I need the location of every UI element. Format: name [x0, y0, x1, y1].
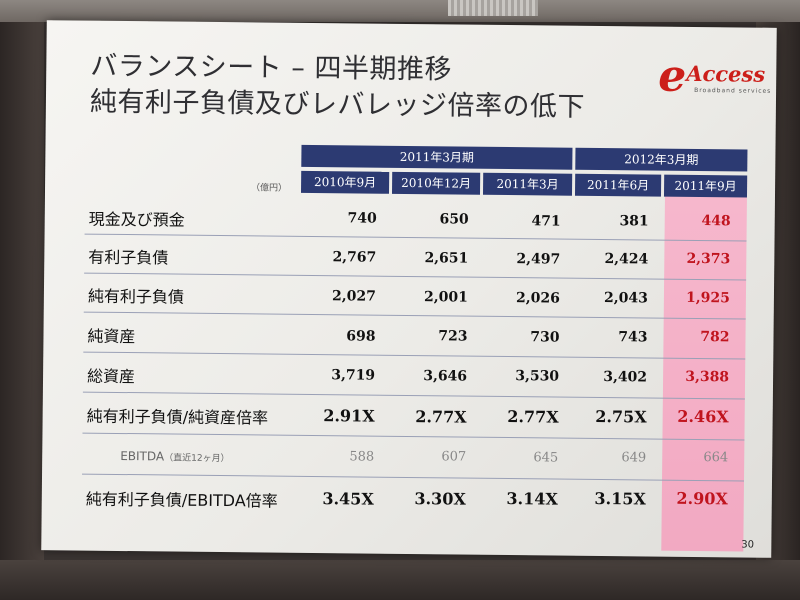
- table-cell: 740: [347, 210, 377, 227]
- row-label: 純有利子負債: [87, 286, 185, 307]
- table-cell: 2,001: [423, 289, 468, 306]
- table-cell: 698: [346, 328, 376, 345]
- logo-mark: e: [657, 50, 687, 102]
- row-label: 純有利子負債/EBITDA倍率: [85, 489, 278, 511]
- table-cell: 2,424: [604, 251, 649, 268]
- column-header: 2010年12月: [391, 171, 481, 195]
- table-cell: 3,719: [331, 367, 376, 384]
- row-divider: [83, 351, 746, 360]
- table-cell: 2,373: [686, 250, 731, 268]
- projected-slide: バランスシート – 四半期推移 純有利子負債及びレバレッジ倍率の低下 e Acc…: [41, 20, 777, 558]
- table-cell: 471: [531, 213, 561, 230]
- table-cell: 3,402: [603, 369, 648, 386]
- wall-left: [0, 22, 44, 600]
- row-divider: [84, 272, 747, 281]
- table-cell: 3.15X: [594, 488, 646, 509]
- row-divider: [82, 391, 745, 400]
- ceiling-vent: [448, 0, 538, 16]
- row-label: 有利子負債: [88, 247, 169, 268]
- table-cell: 2.91X: [323, 406, 375, 426]
- row-label-ebitda: EBITDA（直近12ヶ月）: [120, 449, 230, 464]
- row-divider: [84, 233, 747, 242]
- row-label: EBITDA: [120, 448, 165, 464]
- table-cell: 2.77X: [507, 407, 559, 427]
- row-label: 現金及び預金: [88, 209, 185, 230]
- table-cell: 649: [621, 450, 647, 466]
- unit-label: （億円）: [250, 183, 288, 194]
- table-cell: 2,767: [332, 249, 377, 266]
- table-cell: 650: [439, 211, 469, 228]
- table-cell: 588: [349, 449, 375, 465]
- table-cell: 2.75X: [595, 406, 647, 427]
- table-cell: 723: [438, 328, 468, 345]
- period-group-header: 2012年3月期: [575, 147, 748, 172]
- table-cell: 3,388: [685, 368, 730, 386]
- title-line-2: 純有利子負債及びレバレッジ倍率の低下: [89, 86, 586, 123]
- table-cell: 2,651: [424, 250, 469, 267]
- column-header: 2011年6月: [574, 173, 662, 197]
- table-cell: 2,027: [331, 288, 377, 305]
- table-cell: 2.90X: [676, 488, 728, 509]
- table-cell: 381: [619, 213, 649, 230]
- row-label: 純有利子負債/純資産倍率: [86, 406, 269, 428]
- period-group-header: 2011年3月期: [301, 144, 573, 170]
- slide-title: バランスシート – 四半期推移 純有利子負債及びレバレッジ倍率の低下: [90, 49, 586, 126]
- row-label: 純資産: [87, 326, 136, 347]
- column-header: 2011年3月: [482, 172, 573, 196]
- row-divider: [82, 432, 745, 441]
- eaccess-logo: e Access Broadband services: [658, 51, 771, 102]
- table-cell: 782: [700, 329, 730, 346]
- table-cell: 645: [533, 450, 559, 466]
- table-cell: 2,497: [516, 251, 561, 268]
- row-sublabel: （直近12ヶ月）: [164, 453, 230, 465]
- title-line-1: バランスシート – 四半期推移: [90, 50, 453, 86]
- table-cell: 3,646: [423, 368, 468, 385]
- page-number: 30: [741, 539, 755, 551]
- table-cell: 730: [530, 329, 560, 346]
- ceiling: [0, 0, 800, 22]
- floor: [0, 560, 800, 600]
- column-header: 2010年9月: [301, 170, 390, 194]
- table-cell: 2.46X: [677, 406, 729, 427]
- table-cell: 664: [703, 450, 729, 466]
- table-cell: 3.14X: [506, 489, 558, 509]
- table-cell: 2,026: [515, 290, 560, 307]
- table-cell: 2,043: [603, 290, 648, 307]
- logo-word: Access: [686, 60, 766, 87]
- column-header: 2011年9月: [663, 174, 748, 198]
- table-cell: 448: [701, 213, 731, 230]
- row-divider: [83, 311, 746, 320]
- table-cell: 2.77X: [415, 407, 467, 427]
- table-cell: 743: [618, 329, 648, 346]
- table-cell: 3.45X: [322, 489, 374, 509]
- logo-tagline: Broadband services: [694, 86, 772, 95]
- row-divider: [82, 473, 745, 482]
- table-cell: 3.30X: [414, 489, 466, 509]
- table-cell: 607: [441, 449, 467, 465]
- row-label: 総資産: [86, 366, 136, 387]
- table-cell: 3,530: [515, 368, 560, 385]
- table-cell: 1,925: [685, 289, 731, 307]
